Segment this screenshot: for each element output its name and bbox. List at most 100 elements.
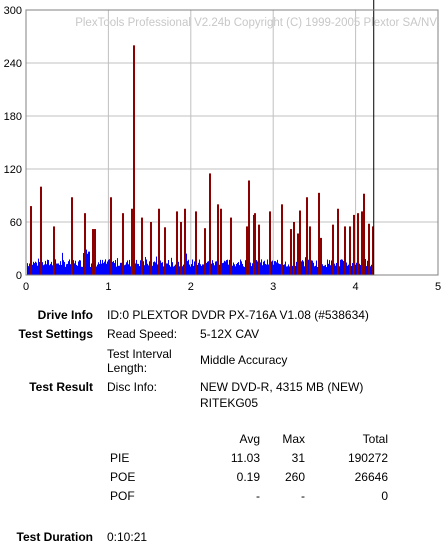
- pie-bar: [169, 265, 170, 275]
- pie-bar: [106, 263, 107, 275]
- disc-info-key: Disc Info:: [107, 380, 158, 394]
- pie-bar: [148, 265, 149, 275]
- pie-bar: [74, 263, 75, 275]
- pof-avg: -: [256, 489, 260, 503]
- pie-bar: [232, 265, 233, 275]
- poe-max: 260: [284, 470, 305, 484]
- pie-bar: [52, 265, 53, 275]
- poe-bar: [158, 208, 160, 275]
- pie-bar: [115, 260, 116, 275]
- pie-bar: [243, 266, 244, 275]
- pie-bar: [261, 259, 262, 275]
- pie-bar: [113, 261, 114, 275]
- pie-bar: [289, 266, 290, 275]
- pie-bar: [324, 265, 325, 275]
- test-result-label: Test Result: [29, 380, 93, 394]
- pie-bar: [66, 264, 67, 275]
- pie-bar: [201, 265, 202, 275]
- pie-bar: [360, 265, 361, 275]
- pie-bar: [168, 259, 169, 275]
- poe-bar: [110, 197, 112, 275]
- y-axis-tick-labels: 0 60 120 180 240 300: [4, 5, 22, 282]
- pie-bar: [42, 262, 43, 275]
- pie-bar: [108, 259, 109, 275]
- pie-bar: [312, 260, 313, 275]
- pie-bar: [265, 263, 266, 275]
- pie-bar: [97, 264, 98, 275]
- pie-bar: [128, 264, 129, 275]
- interval-key-line2: Length:: [107, 361, 148, 375]
- poe-bar: [217, 204, 219, 275]
- pie-bar: [245, 260, 246, 275]
- avg-header: Avg: [239, 432, 260, 446]
- pie-bar: [129, 259, 130, 275]
- read-speed-value: 5-12X CAV: [200, 327, 260, 341]
- drive-info-value: ID:0 PLEXTOR DVDR PX-716A V1.08 (#538634…: [107, 308, 369, 322]
- x-tick-label: 3: [270, 281, 276, 293]
- x-tick-label: 0: [23, 281, 29, 293]
- pie-bar: [202, 264, 203, 275]
- pie-bar: [194, 261, 195, 275]
- y-tick-label: 60: [10, 217, 22, 229]
- pie-bar: [55, 259, 56, 275]
- pie-bar: [187, 261, 188, 275]
- pie-bar: [157, 264, 158, 275]
- pie-bar: [96, 266, 97, 275]
- poe-bar: [40, 186, 42, 275]
- pie-bar: [105, 259, 106, 275]
- x-tick-label: 4: [353, 281, 359, 293]
- pie-bar: [260, 262, 261, 275]
- poe-bar: [246, 226, 248, 275]
- pie-bar: [340, 259, 341, 275]
- max-header: Max: [282, 432, 305, 446]
- x-axis-tick-labels: 0 1 2 3 4 5: [23, 281, 441, 293]
- pie-bar: [36, 262, 37, 275]
- pie-bar: [56, 263, 57, 275]
- poe-bar: [133, 45, 135, 276]
- pie-bar: [222, 263, 223, 275]
- pie-bar: [296, 261, 297, 275]
- poe-bar: [281, 204, 283, 275]
- pie-bar: [179, 266, 180, 275]
- pie-bar: [303, 261, 304, 275]
- pie-bar: [288, 264, 289, 275]
- read-speed-key: Read Speed:: [107, 327, 178, 341]
- pof-total: 0: [381, 489, 388, 503]
- chart-watermark: PlexTools Professional V2.24b Copyright …: [75, 17, 437, 29]
- pie-total: 190272: [347, 451, 388, 465]
- disc-info-line1: NEW DVD-R, 4315 MB (NEW): [200, 380, 364, 394]
- pie-bar: [44, 264, 45, 275]
- pie-bar: [29, 263, 30, 275]
- pie-bar: [58, 263, 59, 275]
- pie-bar: [183, 264, 184, 275]
- pie-bar: [98, 262, 99, 275]
- poe-bar: [299, 210, 301, 275]
- y-tick-label: 300: [4, 5, 22, 17]
- poe-bar: [122, 213, 124, 275]
- pie-bar: [240, 259, 241, 275]
- y-tick-label: 180: [4, 111, 22, 123]
- pie-bar: [359, 263, 360, 275]
- pof-max: -: [301, 489, 305, 503]
- pie-bar: [285, 261, 286, 275]
- pie-bar: [343, 261, 344, 275]
- pie-bar: [329, 260, 330, 275]
- pie-bar: [276, 262, 277, 275]
- pie-bar: [112, 261, 113, 275]
- poe-bar: [332, 224, 334, 275]
- pie-bar: [120, 262, 121, 275]
- poe-bar: [141, 217, 143, 275]
- pie-bar: [189, 264, 190, 275]
- pie-bar: [79, 260, 80, 275]
- pie-bar: [76, 264, 77, 275]
- pie-bar: [199, 259, 200, 275]
- pie-bar: [208, 261, 209, 275]
- poe-bar: [337, 208, 339, 275]
- pie-row-name: PIE: [110, 451, 130, 465]
- pie-bar: [114, 263, 115, 275]
- poe-row-name: POE: [110, 470, 136, 484]
- pie-bar: [147, 263, 148, 275]
- poe-bar: [353, 214, 355, 275]
- pie-bar: [109, 259, 110, 275]
- pie-bar: [124, 265, 125, 275]
